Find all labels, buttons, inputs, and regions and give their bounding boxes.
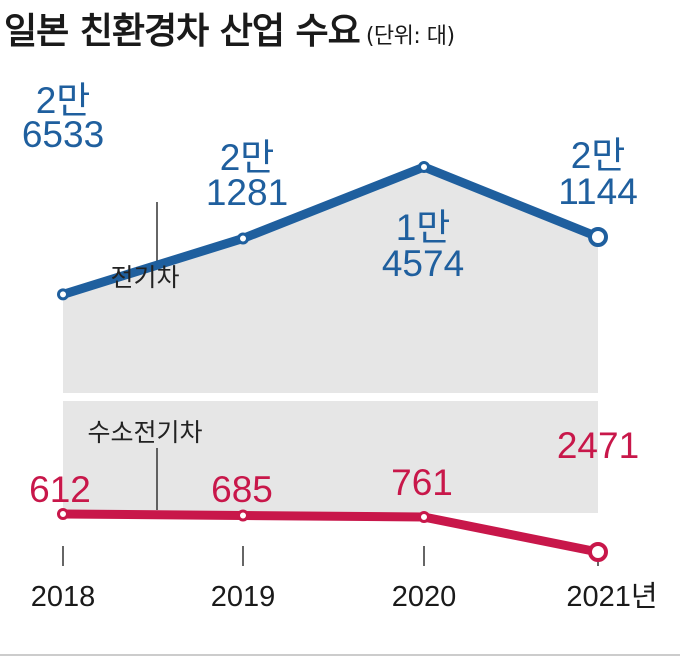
ev-point-0 xyxy=(57,288,69,301)
x-tick-label-0: 2018 xyxy=(31,581,96,613)
ev-value-label-1: 2만 xyxy=(220,137,275,178)
fcev-point-1 xyxy=(237,509,249,522)
ev-value-label-3: 1144 xyxy=(558,171,638,212)
ev-value-label-0: 6533 xyxy=(22,114,104,155)
fcev-area xyxy=(63,401,598,513)
fcev-value-label-3: 2471 xyxy=(557,425,639,466)
fcev-value-label-0: 612 xyxy=(29,469,91,510)
fcev-series-name: 수소전기차 xyxy=(87,418,202,447)
ev-value-label-1: 1281 xyxy=(206,172,288,213)
fcev-line xyxy=(62,509,599,557)
ev-value-label-2: 4574 xyxy=(382,243,464,284)
x-tick-label-3: 2021년 xyxy=(566,581,657,613)
fcev-point-0 xyxy=(57,508,69,520)
unit-label: (단위: 대) xyxy=(365,24,455,49)
ev-value-label-3: 2만 xyxy=(571,135,626,176)
ev-value-label-0: 2만 xyxy=(36,80,91,121)
chart-title: 일본 친환경차 산업 수요 (단위: 대) xyxy=(4,2,455,54)
ev-line xyxy=(61,162,600,299)
fcev-value-label-1: 685 xyxy=(211,469,273,510)
ev-point-1 xyxy=(237,232,249,245)
x-tick-label-2: 2020 xyxy=(392,581,457,613)
title-text: 일본 친환경차 산업 수요 xyxy=(4,11,361,52)
fcev-value-label-2: 761 xyxy=(391,462,453,503)
fcev-point-2 xyxy=(418,511,430,524)
ev-series-name: 전기차 xyxy=(110,263,179,292)
fcev-point-3 xyxy=(588,542,608,562)
ev-point-2 xyxy=(418,161,430,173)
ev-point-3 xyxy=(588,227,608,247)
ev-area xyxy=(63,167,598,393)
ev-value-label-2: 1만 xyxy=(396,207,451,248)
x-tick-label-1: 2019 xyxy=(211,581,276,613)
